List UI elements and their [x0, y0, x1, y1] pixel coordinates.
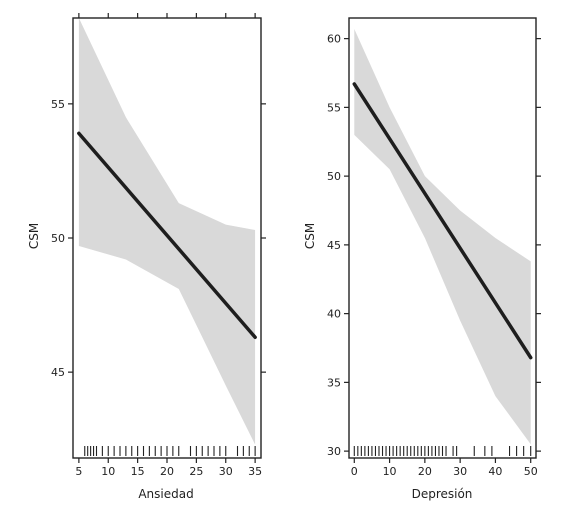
- ci-band-area: [78, 18, 256, 445]
- x-tick-label: 30: [219, 465, 233, 478]
- y-tick-label: 55: [327, 101, 341, 114]
- x-tick-label: 35: [248, 465, 262, 478]
- y-tick-label: 45: [51, 366, 65, 379]
- x-tick-label: 10: [101, 465, 115, 478]
- y-tick-label: 50: [327, 170, 341, 183]
- x-axis-ticks: 5 10 15 20 25 30 35: [75, 13, 262, 478]
- rug-marks: [353, 446, 532, 456]
- y-tick-label: 35: [327, 376, 341, 389]
- y-axis-ticks: 30 35 40 45 50 55 60: [327, 33, 541, 458]
- y-tick-label: 30: [327, 445, 341, 458]
- x-tick-label: 40: [488, 465, 502, 478]
- fit-line-path: [352, 82, 533, 360]
- x-axis-title: Ansiedad: [138, 487, 193, 501]
- confidence-band: [354, 29, 531, 445]
- x-tick-label: 0: [351, 465, 358, 478]
- ci-band-area: [354, 29, 531, 445]
- x-axis-title: Depresión: [412, 487, 473, 501]
- rug-marks: [84, 446, 256, 456]
- x-tick-label: 5: [75, 465, 82, 478]
- fit-line: [77, 131, 257, 340]
- plot-frame: [348, 17, 537, 459]
- y-axis-ticks: 45 50 55: [51, 98, 266, 379]
- x-axis-ticks: 0 10 20 30 40 50: [351, 458, 538, 478]
- y-axis-title: CSM: [303, 223, 317, 249]
- y-tick-label: 60: [327, 33, 341, 46]
- frame-rect: [348, 17, 537, 459]
- fit-line: [352, 82, 533, 360]
- fit-line-path: [77, 131, 257, 340]
- x-tick-label: 10: [383, 465, 397, 478]
- y-tick-label: 40: [327, 308, 341, 321]
- x-tick-label: 25: [189, 465, 203, 478]
- x-tick-label: 50: [524, 465, 538, 478]
- x-tick-label: 15: [131, 465, 145, 478]
- x-tick-label: 30: [453, 465, 467, 478]
- x-tick-label: 20: [160, 465, 174, 478]
- x-tick-label: 20: [418, 465, 432, 478]
- panel-ansiedad: 5 10 15 20 25 30 35 45 50 55 Ansiedad CSM: [27, 13, 266, 501]
- y-tick-label: 45: [327, 239, 341, 252]
- y-tick-label: 50: [51, 232, 65, 245]
- y-axis-title: CSM: [27, 223, 41, 249]
- confidence-band: [78, 18, 256, 445]
- panel-depresion: 0 10 20 30 40 50 30 35 40 45 50 55 60 Depresión CSM: [303, 17, 541, 501]
- y-tick-label: 55: [51, 98, 65, 111]
